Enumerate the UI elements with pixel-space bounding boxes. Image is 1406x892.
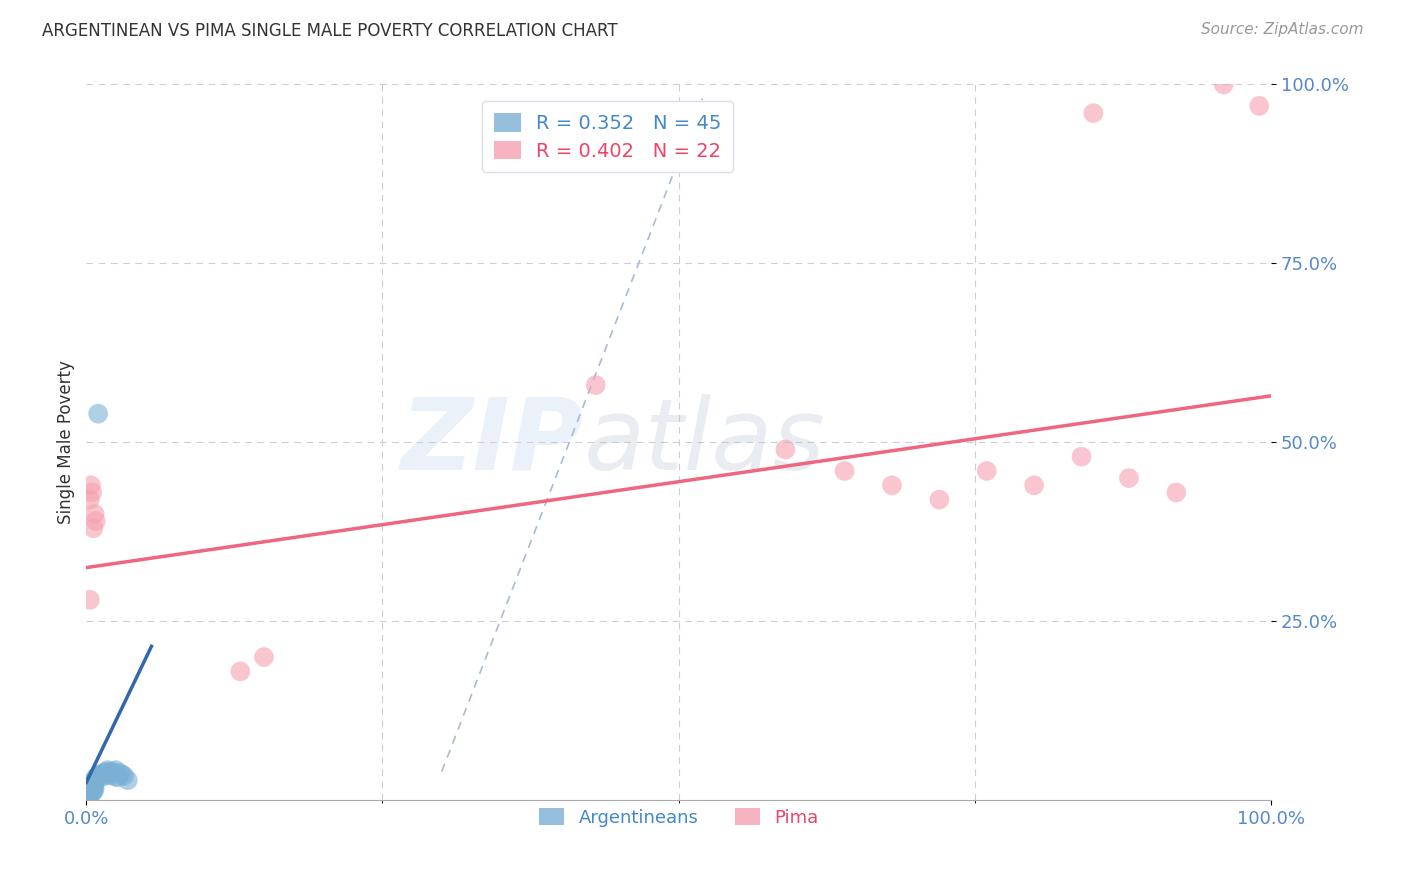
Point [79, 592, 101, 607]
Point [107, 770, 129, 784]
Point [82, 786, 104, 800]
Point [775, 442, 797, 457]
Point [108, 766, 131, 780]
Point [82, 521, 104, 535]
Point [834, 464, 856, 478]
Point [82, 485, 104, 500]
Point [80, 781, 103, 796]
Point [82, 775, 104, 789]
Point [94, 768, 117, 782]
Y-axis label: Single Male Poverty: Single Male Poverty [58, 360, 75, 524]
Point [97, 766, 120, 780]
Point [97, 763, 120, 777]
Point [880, 478, 903, 492]
Point [112, 769, 135, 783]
Point [80, 777, 103, 791]
Point [83, 507, 105, 521]
Point [1083, 106, 1105, 120]
Point [80, 786, 103, 800]
Point [82, 781, 104, 796]
Point [1249, 99, 1271, 113]
Point [229, 665, 252, 679]
Point [1118, 471, 1140, 485]
Point [79, 782, 101, 797]
Point [77, 784, 100, 798]
Point [83, 782, 105, 797]
Text: Source: ZipAtlas.com: Source: ZipAtlas.com [1201, 22, 1364, 37]
Point [80, 784, 103, 798]
Point [117, 773, 139, 788]
Point [104, 763, 127, 777]
Point [86, 770, 108, 784]
Point [96, 764, 118, 779]
Point [83, 773, 105, 788]
Point [77, 788, 100, 802]
Legend: Argentineans, Pima: Argentineans, Pima [531, 801, 825, 834]
Point [89, 768, 111, 782]
Text: ZIP: ZIP [401, 394, 583, 491]
Point [91, 770, 114, 784]
Point [89, 767, 111, 781]
Point [585, 378, 607, 392]
Point [87, 769, 110, 783]
Point [976, 464, 998, 478]
Point [76, 789, 98, 803]
Point [84, 772, 107, 786]
Point [111, 767, 134, 781]
Point [253, 650, 276, 665]
Point [84, 770, 107, 784]
Point [79, 780, 101, 795]
Point [80, 478, 103, 492]
Point [90, 766, 112, 780]
Point [77, 779, 100, 793]
Point [1024, 478, 1046, 492]
Point [100, 768, 122, 782]
Point [1070, 450, 1092, 464]
Point [104, 770, 127, 784]
Point [82, 779, 104, 793]
Point [82, 784, 104, 798]
Point [87, 407, 110, 421]
Point [1212, 78, 1234, 92]
Point [82, 780, 104, 795]
Point [79, 492, 101, 507]
Point [98, 766, 121, 780]
Point [101, 764, 124, 779]
Point [83, 779, 105, 793]
Text: atlas: atlas [583, 394, 825, 491]
Point [84, 514, 107, 528]
Point [928, 492, 950, 507]
Point [93, 766, 115, 780]
Point [1166, 485, 1188, 500]
Text: ARGENTINEAN VS PIMA SINGLE MALE POVERTY CORRELATION CHART: ARGENTINEAN VS PIMA SINGLE MALE POVERTY … [42, 22, 617, 40]
Point [79, 788, 101, 802]
Point [79, 783, 101, 797]
